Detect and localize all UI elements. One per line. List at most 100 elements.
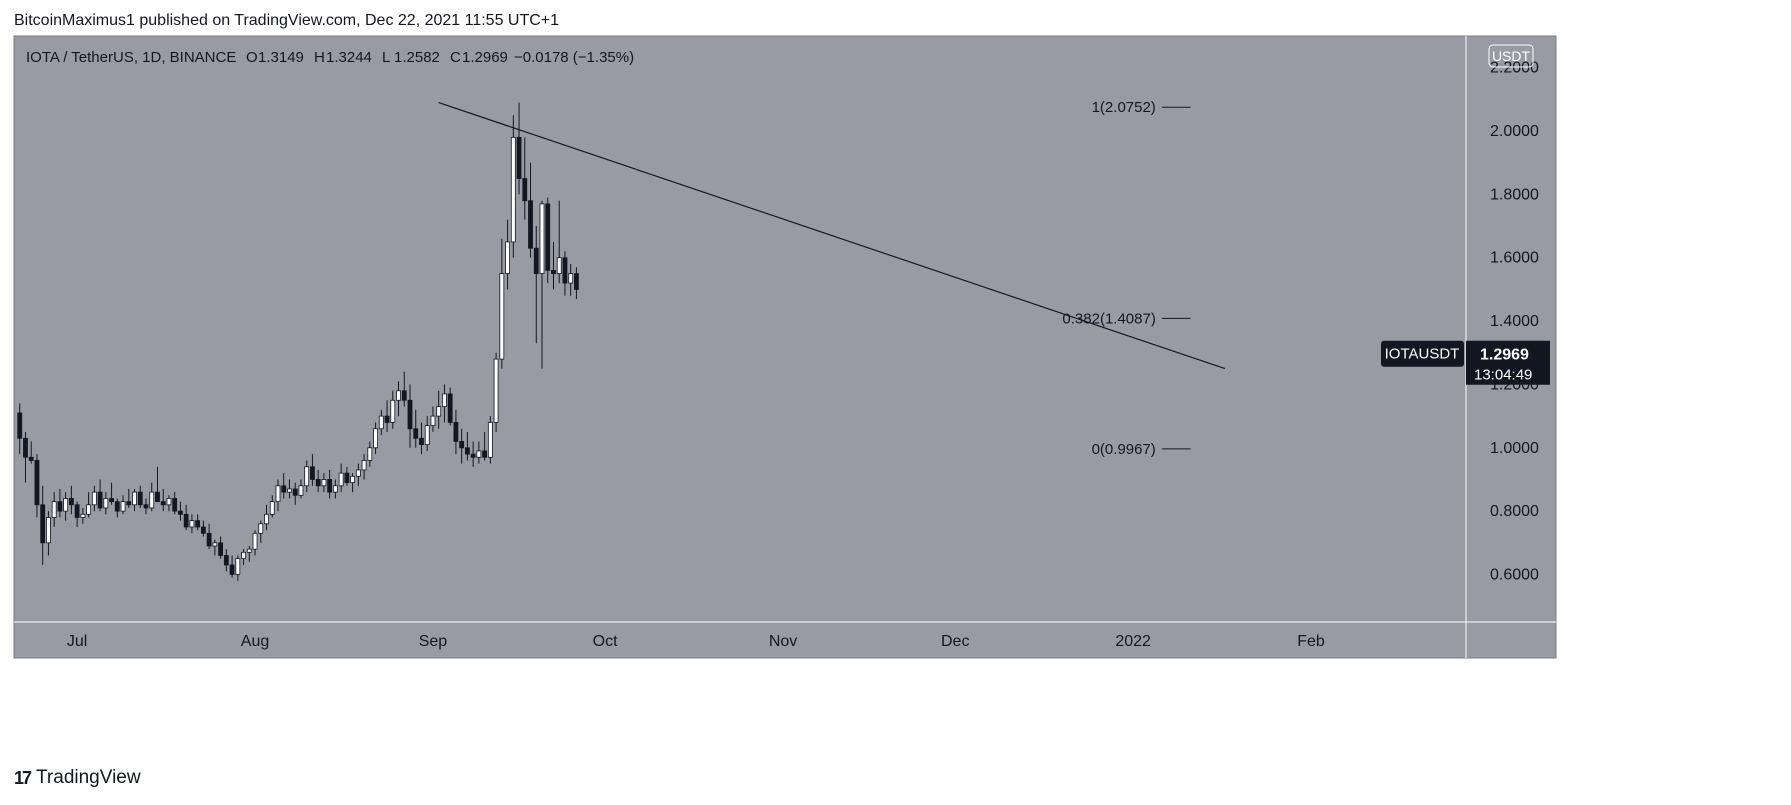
- candle-body: [137, 491, 143, 506]
- candle-body: [327, 479, 333, 493]
- candle: [568, 264, 574, 296]
- candle-body: [459, 441, 465, 449]
- candle-body: [436, 406, 442, 417]
- candle-body: [390, 399, 396, 423]
- candle-body: [304, 466, 310, 487]
- trendline-layer: [438, 101, 1226, 370]
- candle-body: [539, 203, 545, 274]
- candle-body: [51, 501, 57, 518]
- candle: [430, 406, 436, 432]
- candle: [367, 441, 373, 467]
- candle: [373, 422, 378, 455]
- candle: [528, 162, 533, 258]
- candle: [46, 511, 51, 556]
- candle-body: [413, 428, 419, 439]
- candle-body: [46, 517, 51, 544]
- candle: [413, 409, 419, 448]
- candle: [390, 390, 396, 429]
- candles-layer: [17, 102, 579, 581]
- candle: [436, 390, 442, 429]
- candle-body: [281, 485, 287, 493]
- y-tick-label: 2.2000: [1490, 60, 1539, 77]
- tradingview-brand: TradingView: [36, 767, 141, 788]
- candle-body: [396, 390, 401, 401]
- candle-body: [361, 460, 367, 471]
- plot-area[interactable]: [13, 35, 1557, 659]
- symbol-tag-text: IOTAUSDT: [1385, 346, 1460, 363]
- candle: [235, 555, 241, 581]
- candle-body: [275, 485, 281, 503]
- publish-credit: BitcoinMaximus1 published on TradingView…: [14, 12, 560, 29]
- candle: [510, 115, 516, 258]
- candle-body: [120, 501, 126, 512]
- legend-ohlc: O 1.3149 H 1.3244 L 1.2582 C 1.2969 −0.0178 (−1.…: [246, 49, 634, 66]
- candle-body: [562, 257, 568, 284]
- candle: [17, 403, 23, 455]
- x-tick-label: 2022: [1115, 633, 1151, 650]
- candle: [212, 539, 218, 556]
- candle: [292, 482, 298, 505]
- time-axis[interactable]: Jul Aug Sep Oct Nov Dec 2022 Feb: [14, 621, 1556, 650]
- candle: [533, 226, 539, 344]
- candle: [160, 488, 166, 512]
- candle: [355, 463, 361, 486]
- candle: [166, 495, 172, 512]
- candle-body: [246, 548, 252, 553]
- candle: [57, 488, 63, 518]
- candle-body: [453, 422, 459, 442]
- currency-button-label: USDT: [1492, 48, 1531, 64]
- candle: [34, 454, 40, 518]
- candle: [132, 488, 137, 512]
- candle-body: [499, 273, 505, 360]
- candle-body: [321, 479, 327, 487]
- candle-body: [212, 542, 218, 547]
- candle-body: [378, 415, 384, 430]
- candle-body: [384, 415, 390, 423]
- candle-body: [132, 491, 137, 506]
- candle-body: [287, 488, 292, 493]
- candle-body: [155, 491, 160, 503]
- candle: [109, 482, 114, 505]
- candle-body: [17, 412, 23, 439]
- candle-body: [510, 136, 516, 243]
- candle-body: [97, 491, 103, 509]
- candle-body: [344, 472, 350, 484]
- candle: [321, 473, 327, 493]
- candle-body: [126, 501, 132, 506]
- candle-body: [63, 498, 69, 512]
- candle: [304, 460, 310, 493]
- price-axis[interactable]: 0.60000.80001.00001.20001.40001.60001.80…: [1465, 36, 1539, 658]
- candle: [120, 495, 126, 515]
- candle: [476, 441, 482, 464]
- candle: [252, 530, 258, 556]
- candle-body: [373, 428, 378, 449]
- fib-levels-layer: 1(2.0752) 0.382(1.4087) 0(0.9967): [1062, 99, 1191, 458]
- candle: [442, 384, 447, 423]
- fib-level-label: 0.382(1.4087): [1062, 310, 1155, 327]
- candle: [269, 495, 275, 518]
- candle: [241, 549, 246, 565]
- candle: [453, 409, 459, 455]
- candle-body: [401, 390, 407, 401]
- chart-legend: IOTA / TetherUS, 1D, BINANCE: [26, 49, 236, 66]
- candle: [137, 485, 143, 508]
- candle: [482, 431, 488, 461]
- candle-body: [350, 475, 356, 484]
- tradingview-logo[interactable]: 17 TradingView: [14, 767, 141, 789]
- x-tick-label: Jul: [67, 633, 87, 650]
- candle: [74, 501, 80, 527]
- candle: [378, 409, 384, 436]
- candle: [384, 400, 390, 432]
- fib-level-label: 0(0.9967): [1092, 441, 1156, 458]
- candle: [51, 492, 57, 527]
- y-tick-label: 1.0000: [1490, 440, 1539, 457]
- price-tag-bg: [1466, 340, 1550, 385]
- currency-button-frame: [1488, 44, 1534, 68]
- x-tick-label: Nov: [769, 633, 797, 650]
- candle: [407, 384, 413, 448]
- candle-body: [464, 447, 470, 455]
- candle-body: [556, 257, 562, 274]
- currency-button[interactable]: USDT: [1488, 44, 1534, 68]
- candle: [459, 428, 465, 464]
